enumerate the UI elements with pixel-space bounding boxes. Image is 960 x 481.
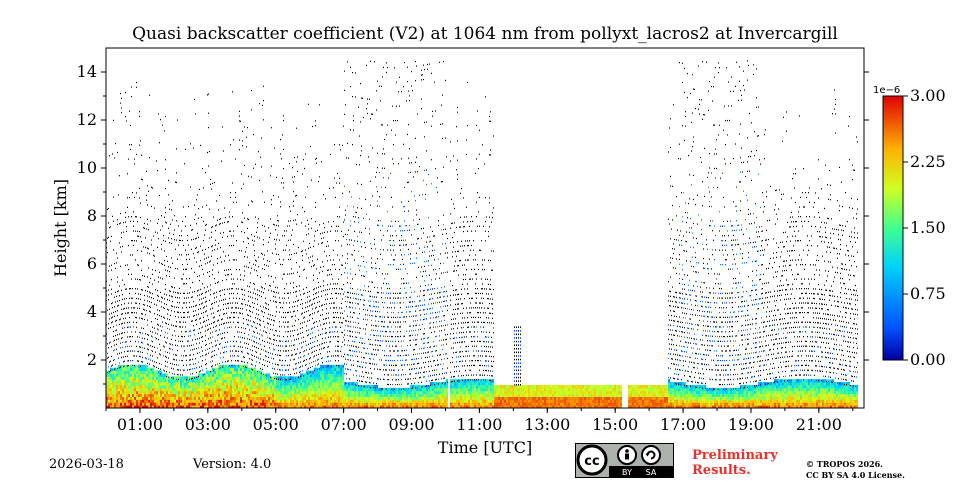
y-axis-label: Height [km]: [51, 179, 70, 277]
date-label: 2026-03-18: [49, 457, 124, 472]
x-tick-label: 09:00: [388, 415, 434, 434]
x-tick-label: 13:00: [524, 415, 570, 434]
chart-title: Quasi backscatter coefficient (V2) at 10…: [106, 24, 864, 44]
x-axis: 01:00 03:00 05:00 07:00 09:00 11:00 13:00 15:00…: [106, 408, 853, 434]
colorbar-tick-label: 0.00: [910, 350, 946, 369]
cc-by-label: BY: [622, 468, 632, 477]
y-tick-label: 10: [77, 158, 97, 177]
x-tick-label: 03:00: [185, 415, 231, 434]
sa-icon: [642, 446, 660, 464]
colorbar-tick-label: 0.75: [910, 284, 946, 303]
heatmap-field: [106, 60, 858, 408]
preliminary-line-2: Results.: [692, 463, 792, 478]
preliminary-notice: Preliminary Results.: [692, 448, 792, 478]
y-tick-label: 4: [87, 302, 97, 321]
license-line-1: © TROPOS 2026.: [806, 459, 956, 470]
y-tick-label: 12: [77, 110, 97, 129]
preliminary-line-1: Preliminary: [692, 448, 792, 463]
x-tick-label: 21:00: [796, 415, 842, 434]
license-line-2: CC BY SA 4.0 License.: [806, 470, 956, 481]
y-tick-label: 2: [87, 350, 97, 369]
x-tick-label: 07:00: [321, 415, 367, 434]
x-tick-label: 11:00: [456, 415, 502, 434]
colorbar-axis: 0.00 0.75 1.50 2.25 3.00: [903, 86, 946, 369]
y-axis: 2 4 6 8 10 12 14: [77, 62, 869, 384]
cc-by-sa-badge: cc BY SA: [575, 443, 674, 478]
x-axis-label: Time [UTC]: [438, 438, 532, 457]
colorbar-tick-label: 1.50: [910, 218, 946, 237]
x-tick-label: 01:00: [117, 415, 163, 434]
y-tick-label: 14: [77, 62, 97, 81]
colorbar: [883, 96, 903, 360]
cc-sa-label: SA: [646, 468, 657, 477]
colorbar-tick-label: 3.00: [910, 86, 946, 105]
y-tick-label: 8: [87, 206, 97, 225]
y-tick-label: 6: [87, 254, 97, 273]
colorbar-tick-label: 2.25: [910, 152, 946, 171]
x-tick-label: 05:00: [253, 415, 299, 434]
plot-frame: [106, 48, 864, 408]
x-tick-label: 17:00: [660, 415, 706, 434]
x-tick-label: 19:00: [728, 415, 774, 434]
x-tick-label: 15:00: [592, 415, 638, 434]
colorbar-scale-label: 1e−6: [873, 85, 900, 96]
license-notice: © TROPOS 2026. CC BY SA 4.0 License.: [806, 459, 956, 481]
version-label: Version: 4.0: [193, 457, 271, 472]
